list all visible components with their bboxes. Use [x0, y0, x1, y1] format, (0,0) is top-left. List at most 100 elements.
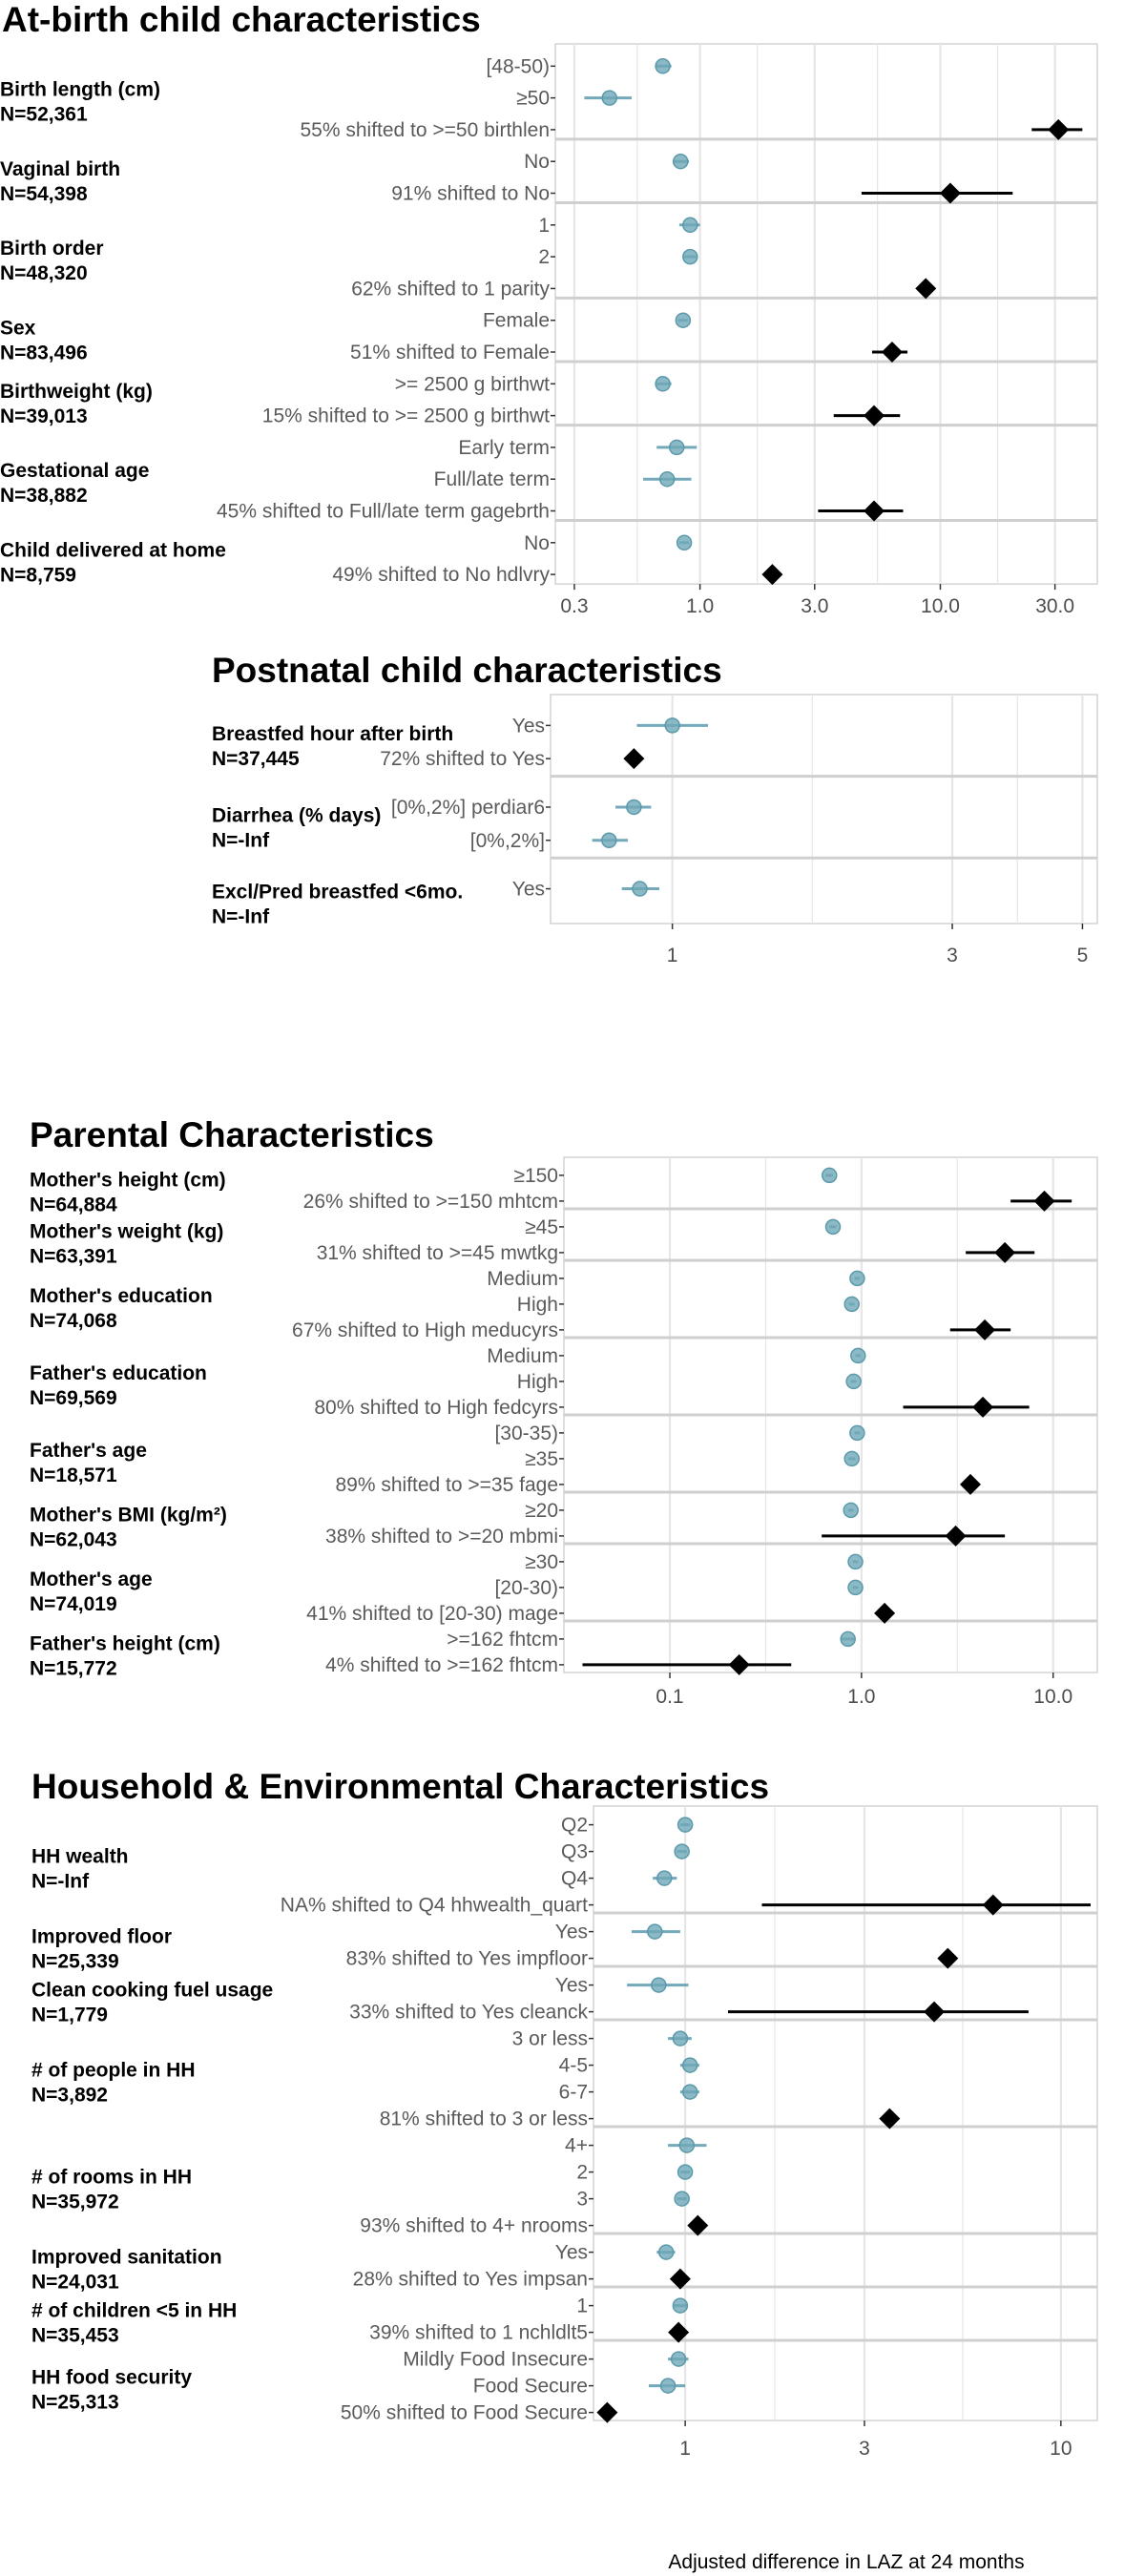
level-estimate-point: [843, 1296, 860, 1313]
level-estimate-point: [850, 1347, 866, 1364]
group-name: Child delivered at home: [0, 539, 226, 561]
group-name: Vaginal birth: [0, 158, 120, 180]
row-label: [20-30): [494, 1577, 558, 1599]
group-name: # of children <5 in HH: [31, 2300, 237, 2322]
level-estimate-point: [655, 376, 671, 392]
group-name: Mother's age: [30, 1568, 153, 1590]
panel-frame: [554, 43, 1098, 585]
level-estimate-point: [675, 312, 692, 328]
row-label: 4-5: [559, 2055, 588, 2077]
shift-estimate-diamond: [596, 2401, 618, 2423]
group-name: HH wealth: [31, 1846, 129, 1868]
shift-estimate-diamond: [915, 278, 937, 300]
row-label: 83% shifted to Yes impfloor: [346, 1948, 588, 1970]
level-estimate-point: [681, 2057, 698, 2073]
panel-parental: Parental Characteristics Mother's height …: [30, 1115, 1098, 1708]
row-label: 51% shifted to Female: [350, 342, 550, 364]
group-name: Improved sanitation: [31, 2247, 222, 2269]
row-label: Medium: [487, 1268, 558, 1290]
level-estimate-point: [682, 217, 698, 234]
row-label: No: [524, 151, 550, 173]
x-tick-label: 3: [859, 2438, 870, 2460]
level-estimate-point: [672, 2030, 689, 2046]
row-label: High: [517, 1294, 558, 1316]
shift-estimate-diamond: [864, 500, 885, 522]
level-estimate-point: [601, 90, 617, 106]
level-estimate-point: [824, 1218, 842, 1236]
level-estimate-point: [651, 1977, 667, 1993]
group-n: N=18,571: [30, 1465, 117, 1486]
level-estimate-point: [821, 1167, 838, 1184]
group-name: Breastfed hour after birth: [212, 723, 453, 745]
row-label: 4% shifted to >=162 fhtcm: [325, 1654, 558, 1676]
group-n: N=54,398: [0, 183, 88, 205]
x-tick-label: 3.0: [801, 595, 828, 617]
row-label: >= 2500 g birthwt: [395, 373, 550, 395]
row-label: Yes: [555, 2242, 588, 2264]
row-label: Medium: [487, 1345, 558, 1367]
panel-frame: [550, 694, 1098, 924]
row-label: Food Secure: [473, 2376, 588, 2398]
row-label: ≥50: [516, 88, 550, 110]
row-label: 72% shifted to Yes: [380, 748, 545, 770]
row-label: 50% shifted to Food Secure: [341, 2402, 588, 2424]
level-estimate-point: [658, 470, 676, 488]
group-name: Birth length (cm): [0, 79, 160, 101]
row-label: 93% shifted to 4+ nrooms: [360, 2215, 588, 2237]
group-n: N=74,019: [30, 1593, 117, 1615]
level-estimate-point: [681, 2084, 698, 2100]
row-label: Yes: [512, 879, 545, 901]
group-n: N=64,884: [30, 1194, 117, 1215]
x-tick-label: 3: [947, 945, 958, 966]
row-label: [0%,2%]: [470, 830, 545, 852]
panel-title: Postnatal child characteristics: [212, 651, 722, 690]
level-estimate-point: [674, 2191, 690, 2207]
group-n: N=39,013: [0, 405, 88, 427]
shift-estimate-diamond: [994, 1241, 1016, 1263]
panel-frame: [593, 1805, 1098, 2421]
group-name: Sex: [0, 317, 36, 339]
group-n: N=48,320: [0, 262, 88, 284]
row-label: Yes: [555, 1975, 588, 1997]
shift-estimate-diamond: [945, 1525, 967, 1547]
row-label: No: [524, 532, 550, 554]
group-n: N=83,496: [0, 342, 88, 364]
level-estimate-point: [847, 1553, 864, 1570]
shift-estimate-diamond: [874, 1602, 896, 1624]
x-tick-label: 0.1: [656, 1686, 683, 1708]
level-estimate-point: [673, 153, 689, 170]
level-estimate-point: [672, 2297, 689, 2314]
group-name: HH food security: [31, 2367, 192, 2389]
row-label: 15% shifted to >= 2500 g birthwt: [262, 405, 550, 427]
shift-estimate-diamond: [687, 2214, 709, 2236]
group-name: # of rooms in HH: [31, 2167, 192, 2189]
row-label: High: [517, 1371, 558, 1393]
level-estimate-point: [647, 1923, 663, 1940]
level-estimate-point: [632, 881, 648, 897]
group-name: Father's education: [30, 1362, 207, 1384]
row-label: 55% shifted to >=50 birthlen: [300, 119, 550, 141]
group-name: Diarrhea (% days): [212, 804, 381, 826]
x-tick-label: 1: [679, 2438, 691, 2460]
panel-title: At-birth child characteristics: [2, 0, 481, 39]
shift-estimate-diamond: [881, 342, 903, 364]
x-tick-label: 0.3: [560, 595, 588, 617]
level-estimate-point: [676, 534, 693, 551]
group-n: N=37,445: [212, 748, 300, 770]
panel-postnatal: Postnatal child characteristics Breastfed…: [212, 651, 1098, 966]
row-label: Early term: [458, 437, 550, 459]
row-label: 45% shifted to Full/late term gagebrth: [217, 501, 550, 523]
group-n: N=15,772: [30, 1657, 117, 1679]
group-n: N=62,043: [30, 1528, 117, 1550]
level-estimate-point: [677, 2164, 694, 2180]
group-n: N=8,759: [0, 564, 76, 586]
row-label: [0%,2%] perdiar6: [391, 797, 545, 819]
row-label: 81% shifted to 3 or less: [380, 2109, 588, 2130]
x-tick-label: 10.0: [1033, 1686, 1072, 1708]
group-name: Mother's height (cm): [30, 1169, 226, 1191]
shift-estimate-diamond: [728, 1653, 750, 1675]
level-estimate-point: [843, 1450, 860, 1467]
x-tick-label: 1.0: [847, 1686, 875, 1708]
group-n: N=74,068: [30, 1310, 117, 1332]
row-label: NA% shifted to Q4 hhwealth_quart: [281, 1895, 588, 1917]
